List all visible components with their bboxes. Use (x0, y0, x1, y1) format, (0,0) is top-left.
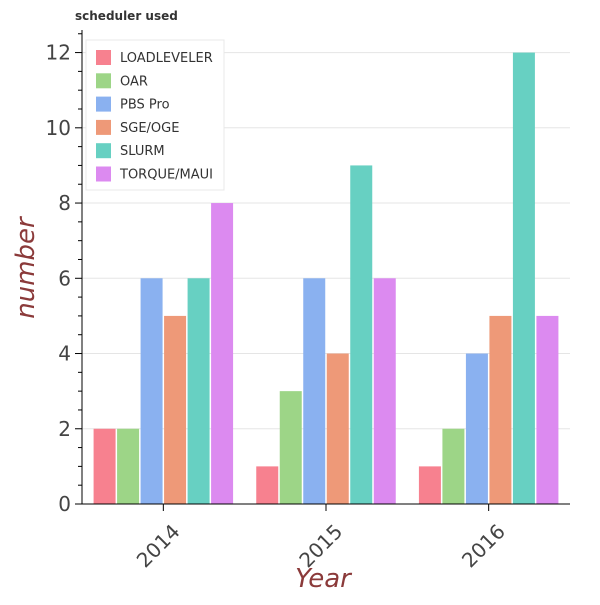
bar-loadleveler-2015 (256, 466, 279, 504)
bar-slurm-2015 (350, 165, 373, 504)
bar-torque-maui-2014 (211, 203, 234, 505)
y-tick-label-3: 6 (58, 266, 71, 290)
bar-pbs-pro-2016 (465, 353, 488, 504)
legend-swatch-2 (96, 96, 111, 112)
bar-oar-2016 (442, 428, 465, 504)
legend-label-3: SGE/OGE (120, 121, 179, 136)
bar-torque-maui-2016 (536, 315, 559, 504)
x-tick-label-0: 2014 (132, 519, 185, 572)
bar-sge-oge-2015 (326, 353, 349, 504)
bar-pbs-pro-2015 (303, 278, 326, 504)
legend-swatch-5 (96, 166, 111, 182)
legend-label-1: OAR (120, 74, 148, 89)
bar-loadleveler-2016 (418, 466, 441, 504)
bar-oar-2015 (279, 391, 302, 504)
y-tick-label-6: 12 (46, 41, 71, 65)
legend-swatch-0 (96, 50, 111, 65)
legend-swatch-1 (96, 73, 111, 89)
bar-torque-maui-2015 (373, 278, 396, 504)
legend-label-0: LOADLEVELER (120, 51, 213, 66)
bar-slurm-2016 (512, 52, 535, 504)
legend-label-4: SLURM (120, 144, 165, 159)
y-tick-label-4: 8 (58, 191, 71, 215)
legend: LOADLEVELER OAR PBS Pro SGE/OGE SLURM TORQUE/… (85, 39, 225, 191)
x-ticks: 2014 2015 2016 (132, 504, 510, 572)
y-tick-label-2: 4 (58, 342, 71, 366)
bar-oar-2014 (117, 428, 140, 504)
y-tick-label-0: 0 (58, 492, 71, 516)
legend-label-5: TORQUE/MAUI (119, 168, 213, 183)
bars (93, 52, 559, 505)
chart-title: scheduler used (75, 9, 178, 23)
bar-sge-oge-2014 (164, 315, 187, 504)
y-axis-label: number (11, 215, 41, 319)
bar-pbs-pro-2014 (140, 278, 163, 504)
bar-slurm-2014 (187, 278, 210, 504)
bar-sge-oge-2016 (489, 315, 512, 504)
legend-swatch-3 (96, 119, 111, 135)
legend-swatch-4 (96, 143, 111, 159)
x-tick-label-2: 2016 (457, 519, 510, 572)
y-tick-label-5: 10 (46, 116, 71, 140)
bar-loadleveler-2014 (93, 428, 116, 504)
y-ticks: 0 2 4 6 8 10 12 (46, 33, 82, 516)
x-axis-label: Year (295, 564, 353, 594)
legend-label-2: PBS Pro (120, 98, 170, 113)
y-tick-label-1: 2 (58, 417, 71, 441)
